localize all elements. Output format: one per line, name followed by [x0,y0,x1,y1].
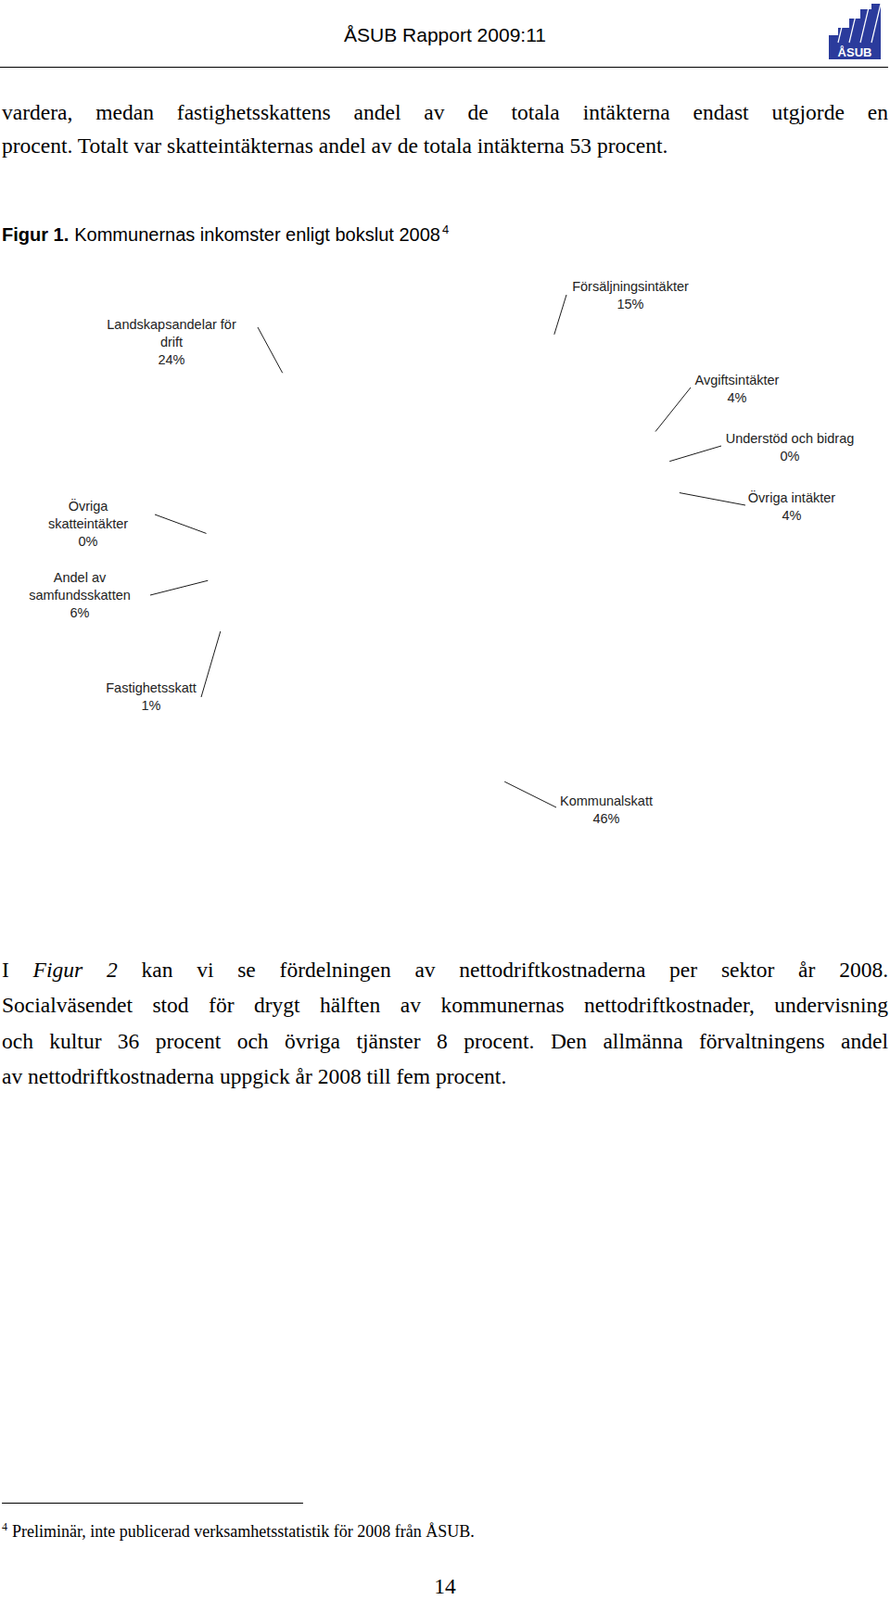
pie-chart: Försäljningsintäkter 15% Avgiftsintäkter 4%… [0,0,890,890]
slice-label: Försäljningsintäkter [572,279,689,294]
slice-value-label: 4% [782,508,802,523]
slice-label: Fastighetsskatt [105,680,197,696]
data-labels: Försäljningsintäkter 15% Avgiftsintäkter 4%… [28,279,854,827]
paragraph-1-line: vardera, medan fastighetsskattens andel … [1,95,889,129]
italic-reference: Figur 2 [33,957,118,982]
figure-label: Figur 1. [1,224,69,245]
leader-line [669,445,722,462]
footnote: 4 Preliminär, inte publicerad verksamhets… [1,1514,475,1544]
leader-line [257,327,283,373]
text-run: I [1,957,34,982]
page: ÅSUB Rapport 2009:11ÅSUB vardera, medan f… [0,0,890,1600]
paragraph-1-line: procent. Totalt var skatteintäkternas an… [1,128,889,163]
header-rule [0,66,889,68]
slice-label: Understöd och bidrag [725,431,855,446]
figure-caption: Figur 1.Kommunernas inkomster enligt bok… [1,216,449,248]
logo-text: ÅSUB [838,45,873,60]
footnote-text: Preliminär, inte publicerad verksamhetss… [12,1522,475,1541]
leader-line [201,631,221,698]
slice-value-label: 0% [780,448,801,464]
slice-value-label: 24% [157,352,185,368]
logo-stripe [860,3,870,43]
slice-label: Andel avsamfundsskatten [28,570,131,603]
header-title: ÅSUB Rapport 2009:11 [0,22,890,49]
logo: ÅSUB [825,1,885,64]
paragraph-2-line: I Figur 2 kan vi se fördelningen av nett… [1,953,889,987]
logo-stripe [849,3,859,43]
slice-label: Landskapsandelar fördrift [106,317,237,350]
leader-line [504,781,557,808]
footnote-ref: 4 [442,222,449,237]
logo-band [828,44,881,60]
paragraph-2-line: Socialväsendet stod för drygt hälften av… [1,988,889,1022]
leader-line [150,580,208,596]
slice-label: Övriga intäkter [748,489,836,506]
slice-value-label: 6% [70,605,90,621]
leader-line [554,294,567,335]
figure-caption-text: Kommunernas inkomster enligt bokslut 200… [74,224,441,245]
slice-value-label: 15% [616,296,644,312]
slice-value-label: 4% [727,390,748,406]
slice-label: Kommunalskatt [559,793,653,809]
paragraph-2-line: av nettodriftkostnaderna uppgick år 2008… [1,1059,889,1094]
logo-shape [828,3,881,60]
logo-stripe [838,3,848,43]
slice-label: Övrigaskatteintäkter [48,497,128,532]
leader-line [154,514,207,534]
leader-line [679,493,746,506]
footnote-marker: 4 [1,1520,8,1534]
slice-value-label: 1% [141,698,162,713]
footnote-rule [1,1502,304,1504]
slice-value-label: 0% [78,534,99,549]
text-run: kan vi se fördelningen av nettodriftkost… [117,957,889,982]
paragraph-2-line: och kultur 36 procent och övriga tjänste… [1,1024,889,1058]
leader-line [655,387,691,433]
slice-value-label: 46% [592,811,620,827]
page-number: 14 [0,1573,890,1600]
logo-stripe [871,3,881,43]
slice-label: Avgiftsintäkter [695,372,780,388]
